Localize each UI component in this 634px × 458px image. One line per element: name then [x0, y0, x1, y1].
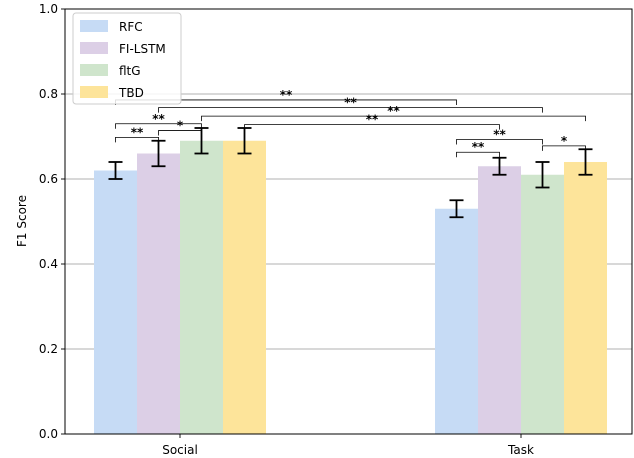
- legend-label: TBD: [118, 86, 144, 100]
- bracket-line: [456, 151, 500, 158]
- bar: [435, 208, 478, 434]
- significance-label: **: [493, 127, 506, 141]
- bracket-line: [158, 107, 543, 113]
- significance-brackets: **** ************* *: [115, 88, 586, 158]
- legend-swatch: [80, 64, 108, 76]
- bar: [94, 170, 137, 434]
- error-bar: [492, 156, 507, 176]
- bar: [478, 166, 521, 434]
- legend-item: TBD: [80, 86, 144, 100]
- significance-label: *: [561, 134, 568, 148]
- significance-label: **: [366, 113, 379, 127]
- bracket-line: [115, 123, 202, 129]
- bracket-line: [115, 136, 159, 143]
- significance-bracket: **: [115, 112, 202, 129]
- bracket-line: [542, 145, 586, 151]
- legend-swatch: [80, 86, 108, 98]
- y-tick-label: 0.0: [39, 427, 58, 441]
- significance-bracket: **: [158, 96, 543, 113]
- legend: RFC FI-LSTM fltG TBD: [72, 12, 182, 105]
- bar: [223, 140, 266, 434]
- y-tick-label: 0.8: [39, 87, 58, 101]
- bar: [521, 174, 564, 434]
- bars: [94, 140, 607, 434]
- significance-bracket: **: [456, 127, 543, 145]
- legend-label: fltG: [119, 64, 141, 78]
- significance-bracket: **: [115, 125, 159, 143]
- legend-label: FI-LSTM: [119, 42, 166, 56]
- significance-bracket: **: [201, 104, 586, 122]
- x-tick-label: Social: [162, 443, 198, 457]
- significance-bracket: **: [244, 113, 500, 130]
- error-bar: [449, 199, 464, 219]
- legend-label: RFC: [119, 20, 143, 34]
- bar: [137, 153, 180, 434]
- legend-box: [72, 12, 182, 105]
- axes: 0.0 0.2 0.4 0.6 0.8 1.0 Social Task: [39, 2, 633, 457]
- significance-label: **: [472, 140, 485, 154]
- legend-item: RFC: [80, 20, 143, 34]
- y-tick-label: 1.0: [39, 2, 58, 16]
- legend-item: FI-LSTM: [80, 42, 166, 56]
- error-bar: [535, 161, 550, 189]
- significance-label: *: [177, 119, 184, 133]
- bracket-line: [201, 115, 586, 122]
- error-bar: [108, 161, 123, 180]
- significance-label: **: [387, 104, 400, 118]
- significance-bracket: *: [542, 134, 586, 151]
- significance-label: **: [344, 96, 357, 110]
- bracket-line: [244, 124, 500, 130]
- significance-bracket: **: [456, 140, 500, 158]
- y-tick-label: 0.4: [39, 257, 58, 271]
- bracket-line: [456, 139, 543, 145]
- significance-label: **: [280, 88, 293, 102]
- legend-swatch: [80, 42, 108, 54]
- legend-swatch: [80, 20, 108, 32]
- significance-bracket: *: [158, 119, 202, 136]
- y-axis-label: F1 Score: [15, 195, 29, 247]
- x-tick-label: Task: [507, 443, 534, 457]
- legend-item: fltG: [80, 64, 141, 78]
- significance-label: **: [131, 125, 144, 139]
- bar: [180, 140, 223, 434]
- significance-label: **: [152, 112, 165, 126]
- y-tick-label: 0.6: [39, 172, 58, 186]
- plot-frame: [64, 8, 633, 435]
- y-tick-label: 0.2: [39, 342, 58, 356]
- bar: [564, 162, 607, 434]
- bracket-line: [158, 130, 202, 136]
